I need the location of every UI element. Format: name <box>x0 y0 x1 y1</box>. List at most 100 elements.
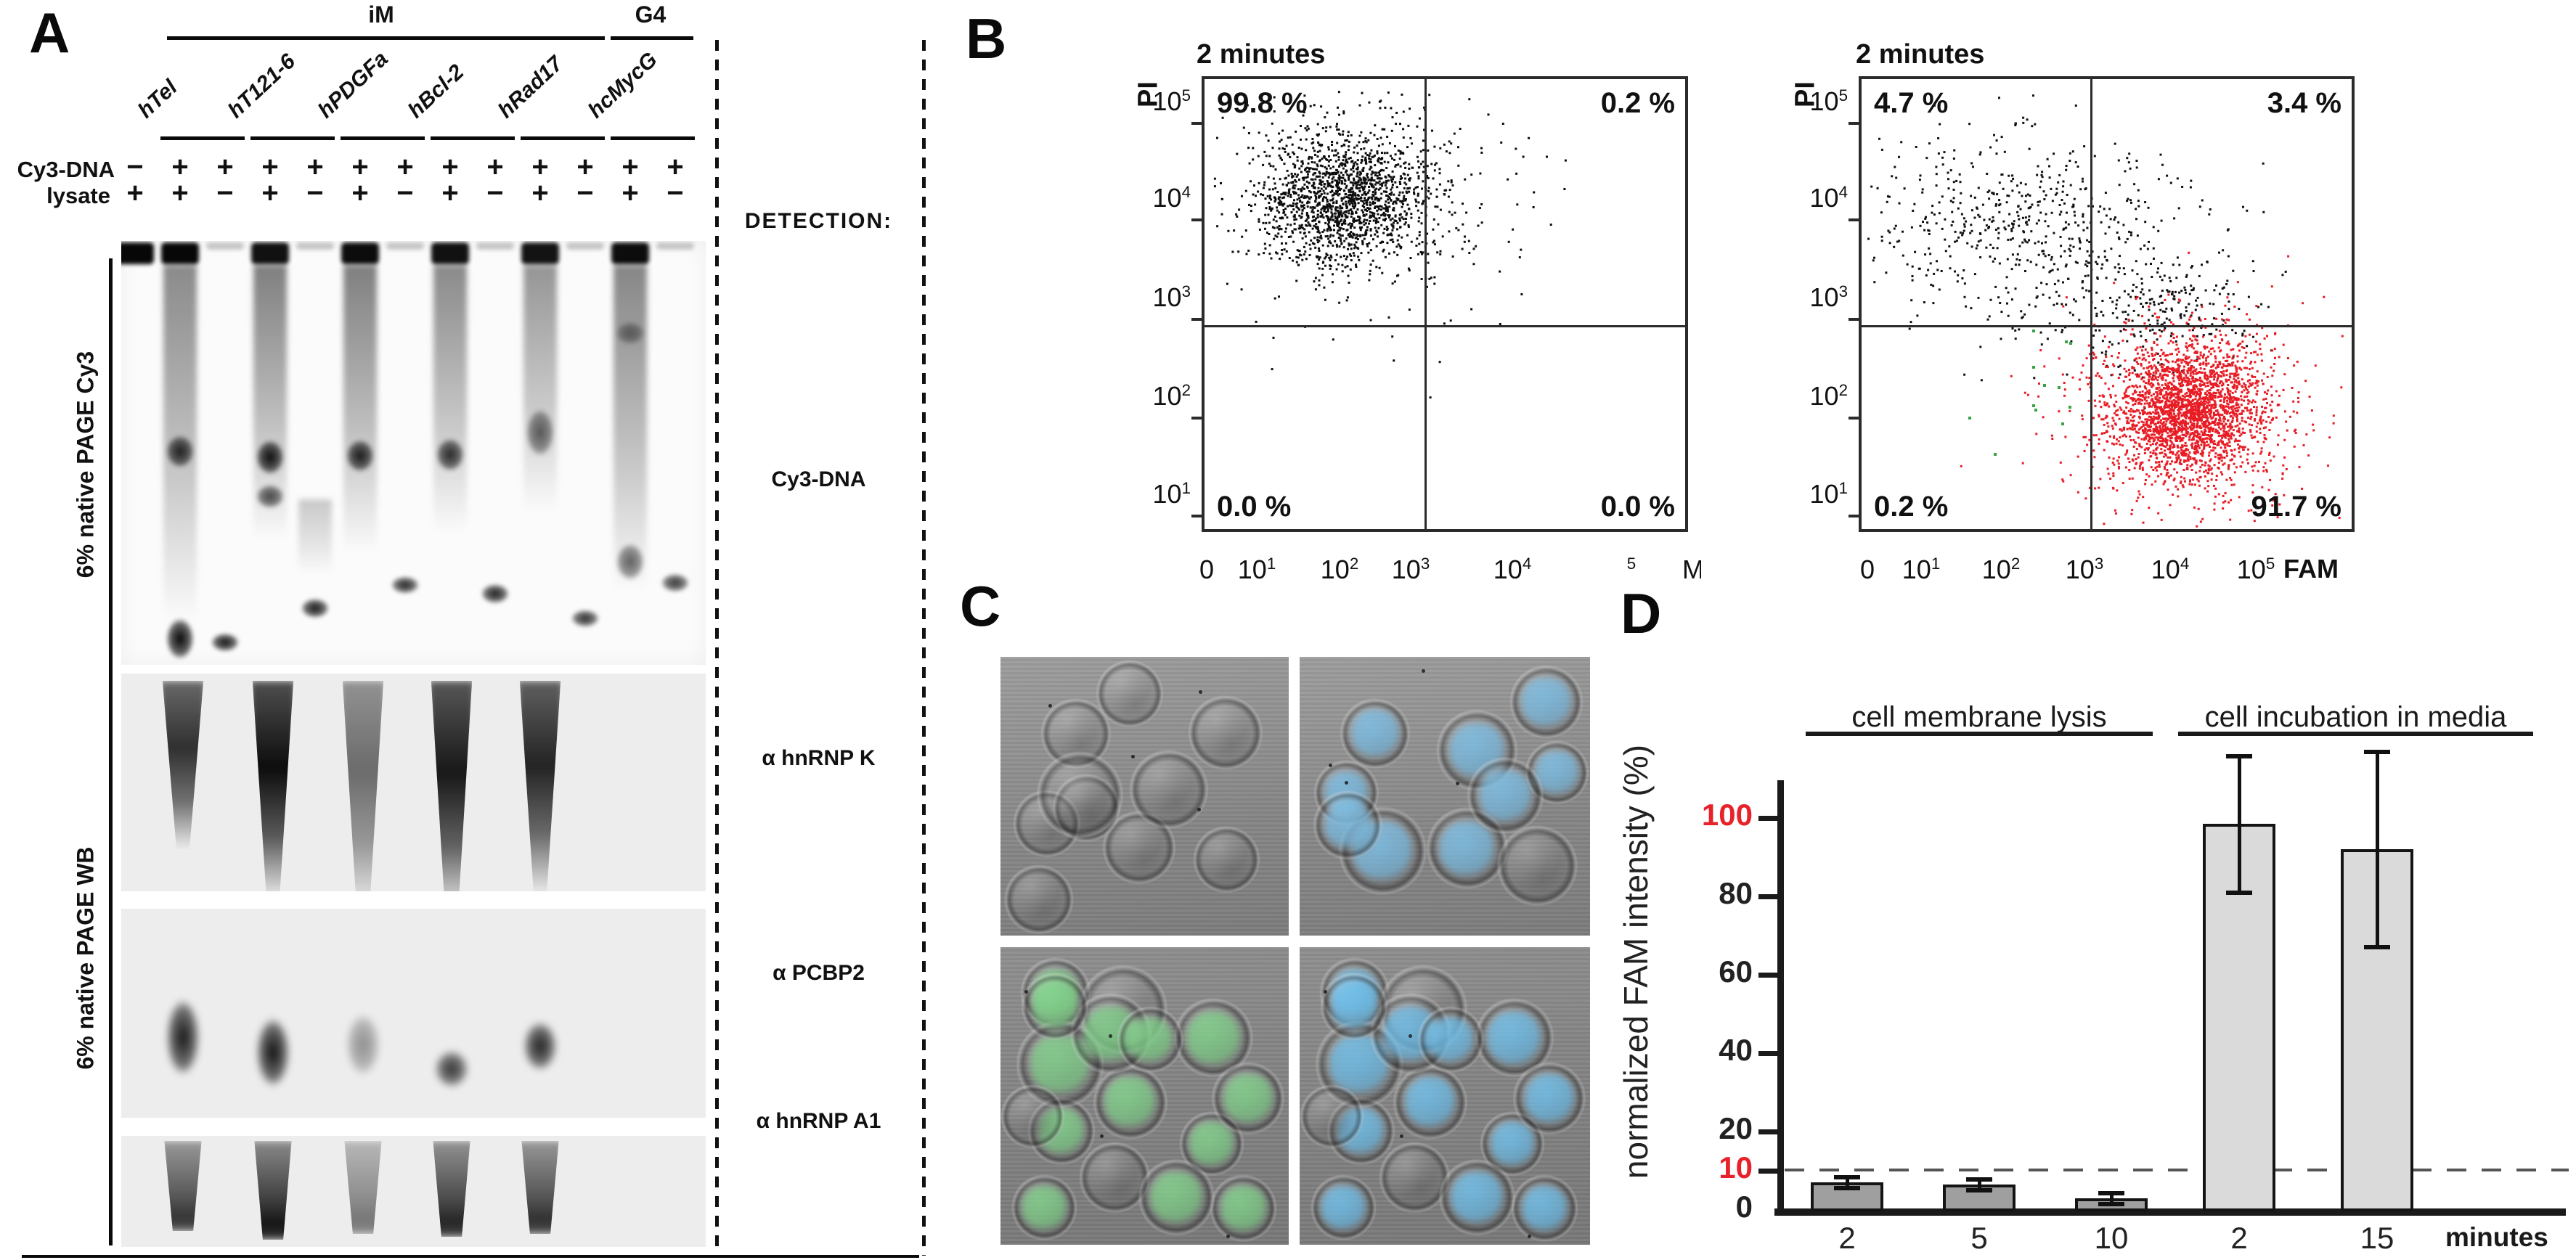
gel-band <box>1758 973 1777 978</box>
sign: − <box>306 177 324 209</box>
cy3-dna-row-label: Cy3-DNA <box>17 157 115 182</box>
gel-band <box>656 242 694 250</box>
x-axis-unit-label: minutes <box>2445 1222 2548 1252</box>
group-underline-lysis <box>1806 732 2153 736</box>
gel-band <box>2364 945 2390 950</box>
western-blot-pcbp2 <box>121 909 706 1118</box>
stained-nucleus <box>1030 1034 1090 1094</box>
gel-band <box>251 480 289 512</box>
stained-nucleus <box>1488 1011 1541 1065</box>
plot1-pct-upper-right: 0.2 % <box>1600 87 1675 119</box>
plot2-pct-upper-right: 3.4 % <box>2267 87 2341 119</box>
g4-group-line <box>611 36 693 40</box>
x-tick: 101 <box>1902 555 1941 584</box>
cell <box>1138 1158 1215 1237</box>
sign: + <box>531 151 549 183</box>
gel-band <box>121 242 154 264</box>
probe-label: hBcl-2 <box>403 60 469 123</box>
gel-band <box>611 242 649 264</box>
stained-nucleus <box>1330 1034 1390 1094</box>
gel-band <box>431 681 473 891</box>
gel-band <box>161 611 199 665</box>
cell <box>1496 825 1578 907</box>
plot2-frame: 4.7 % 3.4 % 0.2 % 91.7 % <box>1859 76 2355 532</box>
stained-nucleus <box>1480 770 1532 822</box>
stained-nucleus <box>1151 1171 1202 1224</box>
page-cy3-axis-line <box>109 258 113 675</box>
gel-band <box>298 499 332 575</box>
cell <box>1474 997 1555 1079</box>
page-wb-axis-line <box>109 666 113 1245</box>
cell <box>1435 709 1518 792</box>
gel-band <box>342 681 384 891</box>
plot1-scatter <box>1213 91 1567 399</box>
gel-band <box>2226 753 2252 758</box>
gel-band <box>517 1000 563 1074</box>
debris-speck <box>1345 781 1349 785</box>
panel-a-bottom-line <box>22 1255 919 1258</box>
stained-nucleus <box>1451 1171 1503 1224</box>
probe-label: hTel <box>133 75 182 123</box>
sign: + <box>171 177 189 209</box>
debris-speck <box>1131 754 1136 758</box>
cell <box>1392 1064 1468 1140</box>
cell <box>1438 1158 1516 1237</box>
cell <box>1079 1142 1152 1214</box>
cell <box>1480 1111 1546 1177</box>
cell <box>1310 1174 1377 1242</box>
debris-speck <box>1409 1034 1413 1038</box>
western-blot-hnrnpa1 <box>121 1136 706 1247</box>
x-tick: 103 <box>1391 555 1430 584</box>
gel-band <box>206 242 244 250</box>
micrograph-dic <box>1000 657 1289 936</box>
gel-band <box>2364 750 2390 755</box>
gel-band <box>566 607 604 630</box>
cell <box>1179 1111 1244 1177</box>
cell <box>1209 1174 1278 1243</box>
sign: − <box>126 151 144 183</box>
y-tick: 105 <box>1809 86 1848 116</box>
gel-band <box>340 987 386 1080</box>
gel-band <box>2226 890 2252 895</box>
gel-band <box>433 265 467 533</box>
debris-speck <box>1048 703 1052 708</box>
gel-band <box>2098 1201 2124 1206</box>
panel-b-label: B <box>966 7 1007 70</box>
stained-nucleus <box>1522 1186 1568 1231</box>
detection-pcbp2: α PCBP2 <box>773 961 865 985</box>
divider-dashed-right <box>922 40 926 1256</box>
stained-nucleus <box>1491 1122 1534 1166</box>
plot1-pct-lower-right: 0.0 % <box>1600 491 1675 523</box>
gel-band <box>344 1141 382 1234</box>
western-blot-hnrnpk <box>121 674 706 891</box>
cell <box>1313 790 1384 861</box>
x-tick: M <box>1682 555 1701 584</box>
cell <box>1512 1061 1586 1136</box>
sign: + <box>261 151 279 183</box>
gel-band <box>341 434 379 478</box>
cell <box>1193 826 1261 894</box>
cell <box>1027 1097 1096 1166</box>
emsa-gel-cy3 <box>121 241 706 665</box>
y-tick: 101 <box>1809 479 1848 509</box>
gel-band <box>1834 1175 1860 1180</box>
x-category-label: 2 <box>1838 1221 1856 1255</box>
gel-band <box>523 265 557 512</box>
gel-band <box>433 1141 470 1237</box>
y-tick-label: 20 <box>1719 1111 1753 1145</box>
probe-label: hRad17 <box>493 52 568 123</box>
gel-band <box>161 430 199 473</box>
sign: − <box>216 177 234 209</box>
gel-band <box>2109 1192 2114 1204</box>
gel-band <box>296 242 334 250</box>
page-cy3-axis-label: 6% native PAGE Cy3 <box>72 351 99 578</box>
x-tick: 0 <box>1199 555 1215 584</box>
gel-band <box>476 242 514 250</box>
stained-nucleus <box>1405 1077 1456 1127</box>
sign: + <box>621 177 639 209</box>
gel-band <box>2237 755 2241 893</box>
group-label-lysis: cell membrane lysis <box>1851 701 2107 733</box>
x-tick: 105 <box>2236 555 2275 584</box>
plot2-quadrant-vline <box>2090 79 2092 529</box>
plot1-title: 2 minutes <box>1197 39 1326 70</box>
